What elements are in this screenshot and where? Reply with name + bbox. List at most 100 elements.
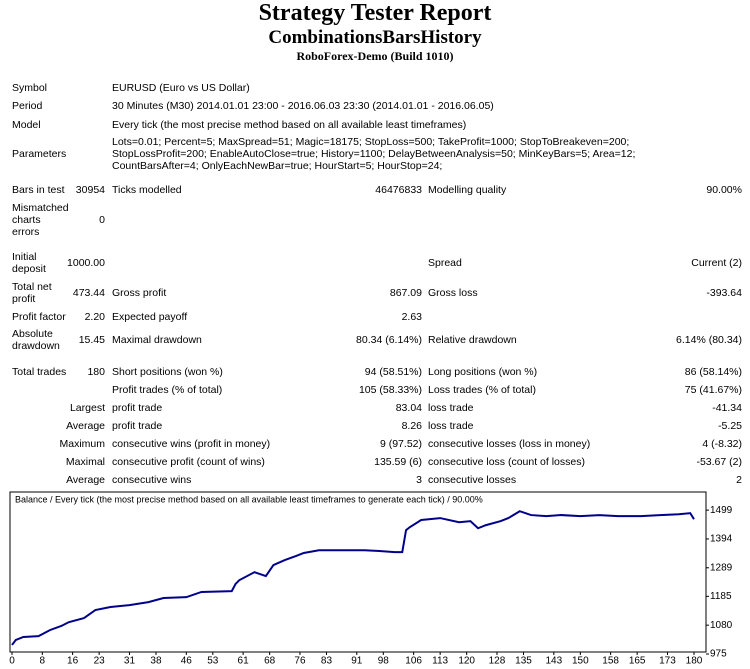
y-tick-label: 1289 <box>710 562 733 573</box>
x-tick-label: 165 <box>629 656 646 667</box>
field-label: Gross loss <box>428 287 478 299</box>
field-value: 135.59 (6) <box>374 456 422 468</box>
field-label: Modelling quality <box>428 184 507 196</box>
field-value: 9 (97.52) <box>379 438 422 450</box>
field-value: 75 (41.67%) <box>684 384 742 396</box>
field-value: 46476833 <box>375 184 422 196</box>
x-tick-label: 91 <box>351 656 363 667</box>
field-label: Expected payoff <box>112 311 188 323</box>
field-value: 1000.00 <box>67 257 105 269</box>
field-value: 867.09 <box>389 287 422 299</box>
field-label: Spread <box>428 257 462 269</box>
field-label: Initial deposit <box>12 251 46 275</box>
report-title: Strategy Tester Report <box>258 0 492 26</box>
field-label: Ticks modelled <box>112 184 182 196</box>
field-label: Loss trades (% of total) <box>428 384 536 396</box>
x-tick-label: 173 <box>659 656 676 667</box>
field-value: 15.45 <box>78 334 105 346</box>
field-value: Current (2) <box>691 257 742 269</box>
y-tick-label: 1499 <box>710 505 733 516</box>
x-tick-label: 120 <box>458 656 475 667</box>
chart-title: Balance / Every tick (the most precise m… <box>15 494 483 504</box>
x-tick-label: 38 <box>150 656 162 667</box>
field-label: Parameters <box>12 148 67 160</box>
field-label: Mismatched charts errors <box>12 202 69 238</box>
field-label: Period <box>12 100 43 112</box>
field-value: 4 (-8.32) <box>702 438 742 450</box>
field-label: Total trades <box>12 366 67 378</box>
field-label: Profit factor <box>12 311 66 323</box>
field-value: 180 <box>87 366 105 378</box>
x-tick-label: 23 <box>94 656 106 667</box>
field-value: 2.63 <box>401 311 422 323</box>
field-value: Average <box>66 420 105 432</box>
expert-name: CombinationsBarsHistory <box>268 27 482 48</box>
x-tick-label: 128 <box>489 656 506 667</box>
field-label: Absolute drawdown <box>12 328 60 352</box>
field-label: consecutive loss (count of losses) <box>428 456 585 468</box>
field-label: Gross profit <box>112 287 167 299</box>
x-tick-label: 68 <box>264 656 276 667</box>
y-tick-label: 975 <box>710 649 727 660</box>
x-tick-label: 158 <box>602 656 619 667</box>
field-value: 80.34 (6.14%) <box>356 334 422 346</box>
field-value: 8.26 <box>401 420 422 432</box>
field-label: Total net profit <box>12 281 52 305</box>
field-value: 2 <box>736 474 742 486</box>
field-label: consecutive profit (count of wins) <box>112 456 265 468</box>
field-value: Maximum <box>59 438 105 450</box>
field-value: -5.25 <box>718 420 742 432</box>
field-value: 94 (58.51%) <box>364 366 422 378</box>
field-value: 6.14% (80.34) <box>676 334 742 346</box>
field-label: consecutive losses <box>428 474 517 486</box>
x-tick-label: 76 <box>294 656 306 667</box>
field-label: Long positions (won %) <box>428 366 538 378</box>
field-label: consecutive losses (loss in money) <box>428 438 591 450</box>
x-tick-label: 106 <box>405 656 422 667</box>
field-value: -41.34 <box>712 402 742 414</box>
x-tick-label: 0 <box>9 656 15 667</box>
field-label: Profit trades (% of total) <box>112 384 223 396</box>
field-label: Maximal drawdown <box>112 334 202 346</box>
field-value: Maximal <box>65 456 105 468</box>
field-label: loss trade <box>428 420 474 432</box>
x-tick-label: 150 <box>572 656 589 667</box>
x-tick-label: 61 <box>238 656 250 667</box>
x-tick-label: 83 <box>321 656 333 667</box>
y-tick-label: 1394 <box>710 534 733 545</box>
field-value: 2.20 <box>84 311 105 323</box>
y-tick-label: 1185 <box>710 591 732 602</box>
field-value: -53.67 (2) <box>696 456 742 468</box>
field-value: Average <box>66 474 105 486</box>
x-tick-label: 180 <box>686 656 703 667</box>
field-label: Short positions (won %) <box>112 366 223 378</box>
field-label: Symbol <box>12 82 48 94</box>
chart-frame <box>9 491 707 653</box>
field-label: Lots=0.01; Percent=5; MaxSpread=51; Magi… <box>112 136 636 172</box>
field-label: loss trade <box>428 402 474 414</box>
x-tick-label: 8 <box>40 656 46 667</box>
field-label: Every tick (the most precise method base… <box>112 119 467 131</box>
x-tick-label: 53 <box>207 656 219 667</box>
x-tick-label: 98 <box>378 656 390 667</box>
field-label: Bars in test <box>12 184 65 196</box>
x-tick-label: 135 <box>515 656 532 667</box>
x-tick-label: 113 <box>432 656 448 667</box>
field-value: 0 <box>99 214 105 226</box>
x-tick-label: 46 <box>181 656 193 667</box>
field-value: 86 (58.14%) <box>684 366 742 378</box>
y-tick-label: 1080 <box>710 620 733 631</box>
field-value: 30954 <box>75 184 105 196</box>
field-label: EURUSD (Euro vs US Dollar) <box>112 82 250 94</box>
server: RoboForex-Demo (Build 1010) <box>296 49 454 63</box>
field-label: profit trade <box>112 402 163 414</box>
field-label: consecutive wins <box>112 474 192 486</box>
field-value: Largest <box>69 402 105 414</box>
field-value: 105 (58.33%) <box>358 384 422 396</box>
field-label: Model <box>12 119 41 131</box>
field-label: profit trade <box>112 420 163 432</box>
field-label: consecutive wins (profit in money) <box>112 438 271 450</box>
field-value: 90.00% <box>706 184 742 196</box>
